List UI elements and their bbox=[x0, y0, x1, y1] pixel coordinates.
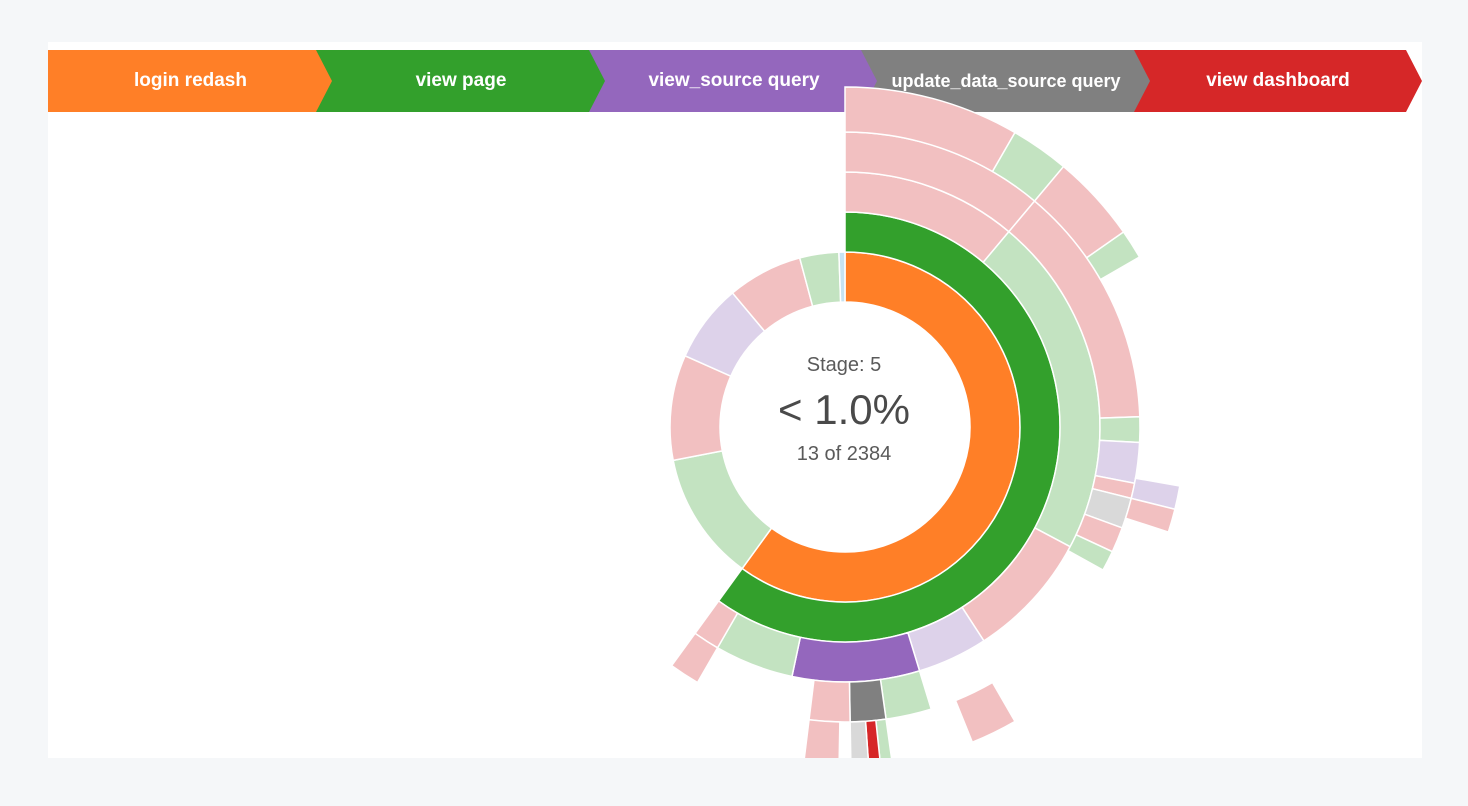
sunburst-segment-depth-5-3[interactable] bbox=[1085, 230, 1141, 281]
sunburst-segment-depth-4-8[interactable] bbox=[879, 669, 933, 720]
breadcrumb-step-view-page[interactable]: view page bbox=[316, 50, 606, 112]
breadcrumb-step-label: view_source query bbox=[648, 70, 820, 91]
sunburst-svg bbox=[669, 86, 1181, 768]
sunburst-chart bbox=[48, 42, 1422, 768]
breadcrumb-step-label: view dashboard bbox=[1206, 70, 1350, 91]
sunburst-segment-depth-5-6[interactable] bbox=[954, 681, 1017, 744]
sunburst-segment-depth-1-6[interactable] bbox=[838, 251, 846, 303]
breadcrumb-step-label: view page bbox=[415, 70, 507, 91]
breadcrumb-step-login-redash[interactable]: login redash bbox=[48, 50, 333, 112]
sunburst-segment-depth-4-10[interactable] bbox=[808, 679, 851, 723]
count-text: 13 of 2384 bbox=[796, 443, 892, 465]
breadcrumb-step-label: update_data_source query bbox=[891, 70, 1121, 91]
sunburst-segment-depth-4-11[interactable] bbox=[670, 632, 719, 684]
chart-card: login redash view page view_source query… bbox=[48, 42, 1422, 768]
sunburst-segment-depth-4-9[interactable] bbox=[848, 678, 887, 723]
breadcrumb: login redash view page view_source query… bbox=[48, 50, 1422, 112]
percentage-text: < 1.0% bbox=[778, 386, 910, 433]
breadcrumb-step-label: login redash bbox=[134, 70, 247, 91]
sunburst-segment-depth-5-5[interactable] bbox=[1124, 497, 1176, 534]
breadcrumb-step-view-dashboard[interactable]: view dashboard bbox=[1134, 50, 1422, 112]
sunburst-segment-depth-4-7[interactable] bbox=[1067, 533, 1114, 572]
sunburst-segment-depth-5-10[interactable] bbox=[802, 718, 841, 768]
breadcrumb-step-view-source-query[interactable]: view_source query bbox=[589, 50, 879, 112]
stage-text: Stage: 5 bbox=[806, 354, 882, 376]
sunburst-segment-depth-4-2[interactable] bbox=[1098, 415, 1141, 444]
sunburst-segment-depth-5-9[interactable] bbox=[849, 720, 870, 768]
center-explanation: Stage: 5 < 1.0% 13 of 2384 bbox=[694, 352, 994, 468]
